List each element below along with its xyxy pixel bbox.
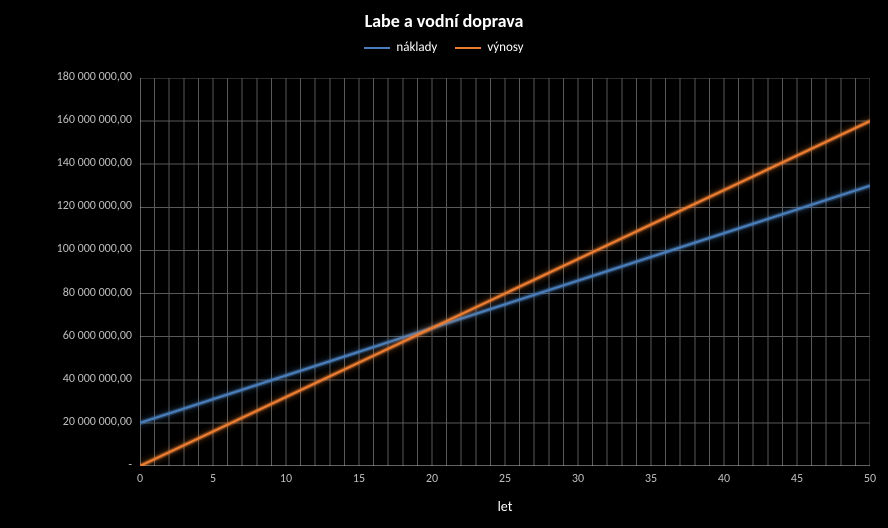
y-tick-label: 140 000 000,00 <box>57 156 132 170</box>
y-tick-label: - <box>128 458 132 472</box>
y-tick-label: 100 000 000,00 <box>57 242 132 256</box>
x-tick-label: 25 <box>499 472 511 486</box>
x-tick-label: 20 <box>426 472 438 486</box>
chart-container: Labe a vodní doprava náklady výnosy let … <box>0 0 888 528</box>
plot-svg <box>140 78 870 466</box>
legend-swatch-vynosy <box>455 47 481 49</box>
x-axis-title: let <box>140 498 870 515</box>
x-tick-label: 40 <box>718 472 730 486</box>
x-tick-label: 15 <box>353 472 365 486</box>
y-tick-label: 120 000 000,00 <box>57 199 132 213</box>
y-tick-label: 40 000 000,00 <box>63 372 132 386</box>
y-tick-label: 180 000 000,00 <box>57 70 132 84</box>
legend-label-vynosy: výnosy <box>487 40 523 55</box>
legend-swatch-naklady <box>364 47 390 49</box>
plot-area <box>140 78 870 466</box>
legend-item-vynosy: výnosy <box>455 40 523 55</box>
x-tick-label: 50 <box>864 472 876 486</box>
x-tick-label: 35 <box>645 472 657 486</box>
legend-label-naklady: náklady <box>396 40 437 55</box>
legend-item-naklady: náklady <box>364 40 437 55</box>
chart-title: Labe a vodní doprava <box>0 10 888 32</box>
x-tick-label: 10 <box>280 472 292 486</box>
legend: náklady výnosy <box>0 40 888 55</box>
y-tick-label: 160 000 000,00 <box>57 113 132 127</box>
y-tick-label: 20 000 000,00 <box>63 415 132 429</box>
y-tick-label: 80 000 000,00 <box>63 286 132 300</box>
x-tick-label: 0 <box>137 472 143 486</box>
x-tick-label: 45 <box>791 472 803 486</box>
x-tick-label: 5 <box>210 472 216 486</box>
y-tick-label: 60 000 000,00 <box>63 329 132 343</box>
x-tick-label: 30 <box>572 472 584 486</box>
